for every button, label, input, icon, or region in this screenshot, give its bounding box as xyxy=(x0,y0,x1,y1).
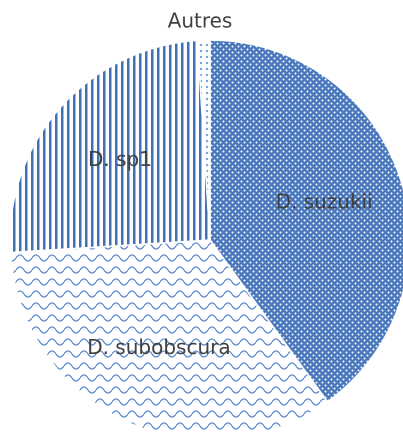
slice-label: Autres xyxy=(168,9,233,33)
slice-label: D. suzukii xyxy=(276,189,373,213)
pie-slice xyxy=(9,239,329,432)
pie-slice xyxy=(9,39,211,254)
slice-label: D. sp1 xyxy=(88,147,152,171)
pie-slice xyxy=(196,39,211,241)
slice-label: D. subobscura xyxy=(87,335,230,359)
pie-slice xyxy=(209,39,403,403)
